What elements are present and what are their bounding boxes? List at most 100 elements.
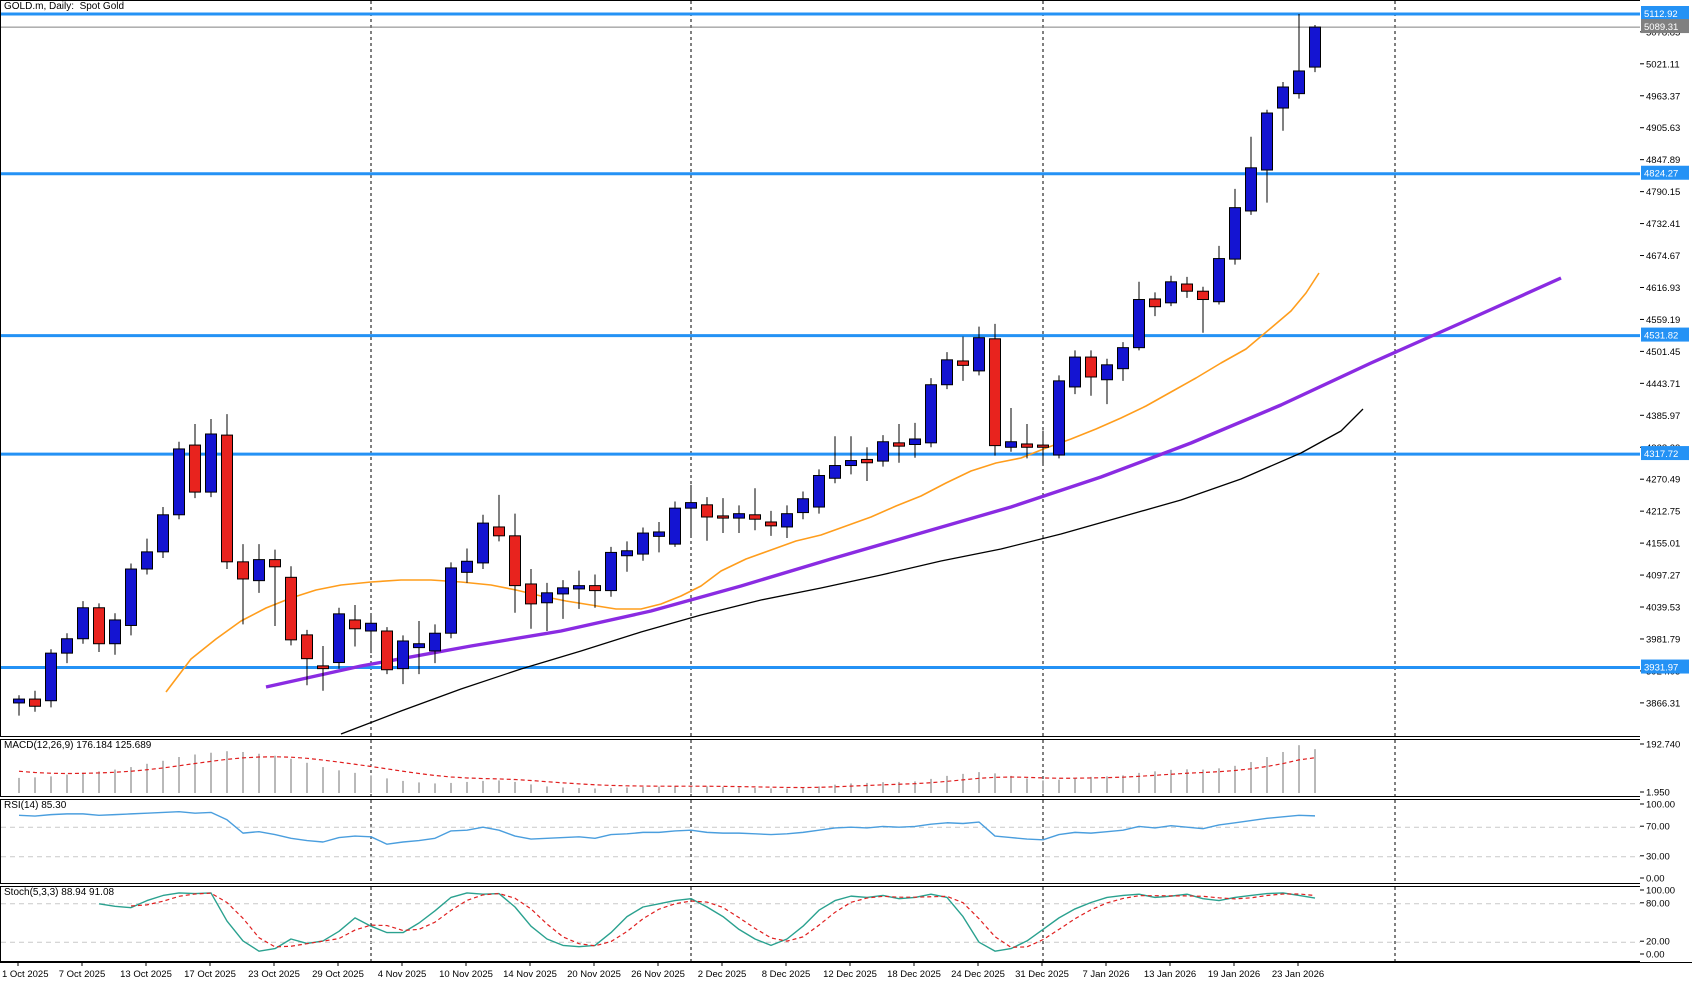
candle-body [989, 338, 1001, 447]
svg-text:4270.49: 4270.49 [1646, 475, 1680, 486]
candle-body [1309, 26, 1321, 68]
candle-body [237, 561, 249, 580]
svg-text:14 Nov 2025: 14 Nov 2025 [503, 969, 557, 980]
svg-text:4 Nov 2025: 4 Nov 2025 [378, 969, 427, 980]
svg-text:4097.27: 4097.27 [1646, 571, 1680, 582]
candle-body [525, 583, 537, 605]
candle-body [765, 521, 777, 527]
candle-body [957, 360, 969, 366]
svg-text:4155.01: 4155.01 [1646, 539, 1680, 550]
svg-text:10 Nov 2025: 10 Nov 2025 [439, 969, 493, 980]
svg-text:4501.45: 4501.45 [1646, 347, 1680, 358]
candle-body [1069, 356, 1081, 388]
svg-text:23 Oct 2025: 23 Oct 2025 [248, 969, 300, 980]
symbol-title: GOLD.m, Daily: Spot Gold [4, 1, 125, 12]
candle-body [269, 559, 281, 568]
svg-text:4790.15: 4790.15 [1646, 187, 1680, 198]
svg-text:17 Oct 2025: 17 Oct 2025 [184, 969, 236, 980]
candle-body [669, 507, 681, 545]
candle-body [445, 567, 457, 634]
candle-body [317, 665, 329, 670]
candle-body [61, 638, 73, 654]
svg-text:12 Dec 2025: 12 Dec 2025 [823, 969, 877, 980]
rsi-panel[interactable] [0, 799, 1641, 884]
candle-body [109, 619, 121, 645]
candle-body [813, 474, 825, 508]
svg-text:4039.53: 4039.53 [1646, 603, 1680, 614]
svg-text:20.00: 20.00 [1646, 937, 1670, 948]
svg-text:70.00: 70.00 [1646, 822, 1670, 833]
svg-text:5021.11: 5021.11 [1646, 59, 1680, 70]
candle-body [461, 560, 473, 573]
svg-text:4963.37: 4963.37 [1646, 91, 1680, 102]
candle-body [1101, 364, 1113, 381]
candle-body [717, 515, 729, 519]
candle-body [845, 460, 857, 467]
candle-body [1165, 281, 1177, 304]
candle-body [509, 535, 521, 587]
svg-text:3981.79: 3981.79 [1646, 634, 1680, 645]
candle-body [685, 502, 697, 509]
svg-text:0.00: 0.00 [1646, 950, 1665, 961]
svg-text:5089.31: 5089.31 [1644, 22, 1678, 33]
svg-text:18 Dec 2025: 18 Dec 2025 [887, 969, 941, 980]
candle-body [349, 619, 361, 630]
main-chart-panel[interactable] [0, 0, 1641, 737]
svg-text:4616.93: 4616.93 [1646, 283, 1680, 294]
svg-text:8 Dec 2025: 8 Dec 2025 [762, 969, 811, 980]
candle-body [1021, 443, 1033, 448]
candle-body [797, 498, 809, 514]
candle-body [893, 442, 905, 447]
svg-text:4317.72: 4317.72 [1644, 449, 1678, 460]
price-axis[interactable]: 5078.855021.114963.374905.634847.894790.… [1640, 0, 1692, 962]
candle-body [1229, 207, 1241, 260]
candle-body [925, 384, 937, 444]
candle-body [221, 434, 233, 563]
svg-text:100.00: 100.00 [1646, 800, 1675, 811]
candle-body [1245, 167, 1257, 212]
svg-text:4385.97: 4385.97 [1646, 411, 1680, 422]
stoch-label: Stoch(5,3,3) 88.94 91.08 [4, 887, 115, 898]
candle-body [973, 337, 985, 372]
svg-text:1.950: 1.950 [1646, 788, 1670, 799]
candle-body [285, 576, 297, 641]
macd-panel[interactable] [0, 739, 1641, 797]
candle-body [573, 585, 585, 590]
candle-body [205, 433, 217, 493]
time-axis[interactable]: 1 Oct 2025 7 Oct 2025 13 Oct 2025 17 Oct 20… [0, 962, 1692, 981]
candle-body [1261, 112, 1273, 171]
svg-text:29 Oct 2025: 29 Oct 2025 [312, 969, 364, 980]
svg-text:80.00: 80.00 [1646, 898, 1670, 909]
candle-body [173, 448, 185, 516]
candle-body [365, 622, 377, 632]
candle-body [829, 465, 841, 479]
svg-text:4559.19: 4559.19 [1646, 315, 1680, 326]
svg-text:23 Jan 2026: 23 Jan 2026 [1272, 969, 1324, 980]
candle-body [429, 632, 441, 652]
candle-body [1277, 86, 1289, 109]
svg-text:31 Dec 2025: 31 Dec 2025 [1015, 969, 1069, 980]
candle-body [157, 514, 169, 553]
candle-body [1085, 356, 1097, 378]
macd-label: MACD(12,26,9) 176.184 125.689 [4, 740, 152, 751]
svg-text:30.00: 30.00 [1646, 851, 1670, 862]
candle-body [93, 607, 105, 645]
svg-text:4674.67: 4674.67 [1646, 251, 1680, 262]
candle-body [29, 698, 41, 707]
candle-body [141, 551, 153, 570]
candle-body [653, 531, 665, 537]
candle-body [301, 634, 313, 660]
candle-body [13, 698, 25, 704]
candle-body [45, 652, 57, 702]
rsi-label: RSI(14) 85.30 [4, 800, 67, 811]
svg-text:2 Dec 2025: 2 Dec 2025 [698, 969, 747, 980]
candle-body [1197, 290, 1209, 301]
candle-body [909, 438, 921, 446]
stoch-panel[interactable] [0, 886, 1641, 962]
candle-body [557, 587, 569, 595]
svg-text:0.00: 0.00 [1646, 874, 1665, 885]
candle-body [877, 441, 889, 462]
candle-body [1053, 380, 1065, 456]
candle-body [189, 444, 201, 493]
